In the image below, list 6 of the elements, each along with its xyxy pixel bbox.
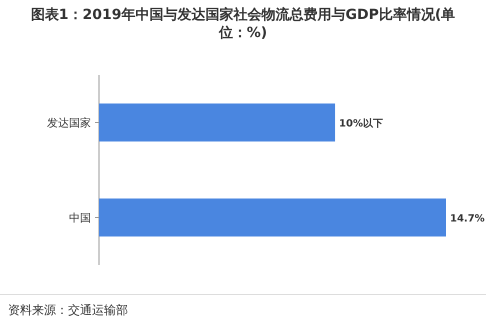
y-tick-label: 中国 [69, 212, 91, 224]
data-label: 14.7% [450, 214, 485, 224]
chart-title: 图表1：2019年中国与发达国家社会物流总费用与GDP比率情况(单位：%) [30, 6, 456, 42]
text: 资料来源：交通运输部 [8, 302, 128, 319]
y-tick-label: 发达国家 [47, 116, 91, 130]
data-label: 10%以下 [339, 118, 383, 130]
